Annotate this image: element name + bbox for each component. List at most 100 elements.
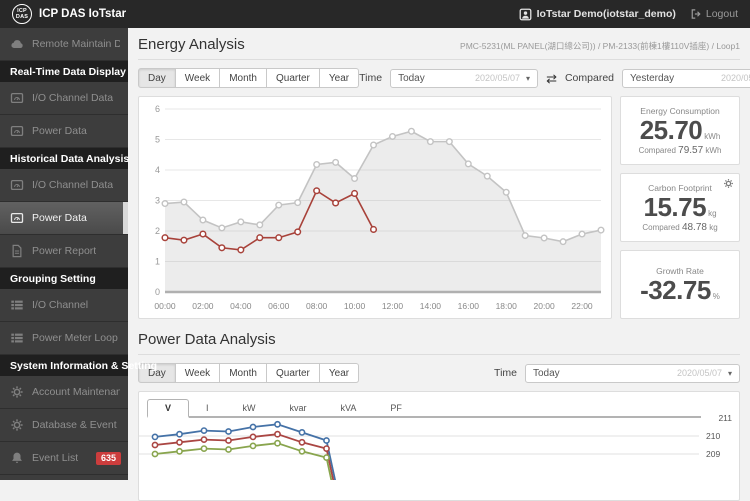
logo-text-top: ICP	[17, 7, 27, 14]
time-label: Time	[359, 72, 383, 84]
stat-compared: Compared 48.78 kg	[642, 222, 718, 233]
cloud-icon	[11, 40, 23, 49]
gear-icon	[11, 386, 23, 398]
swap-compare-icon[interactable]: ⇄	[546, 70, 557, 86]
energy-time-date: 2020/05/07	[475, 73, 521, 83]
growth-rate-value: -32.75	[640, 275, 711, 305]
app-title: ICP DAS IoTstar	[39, 8, 127, 20]
energy-range-tab-year[interactable]: Year	[319, 68, 360, 88]
energy-range-tab-month[interactable]: Month	[220, 68, 267, 88]
chevron-down-icon: ▾	[727, 368, 732, 378]
measure-tab-i[interactable]: I	[206, 403, 209, 413]
power-time-date: 2020/05/07	[676, 368, 722, 378]
energy-range-tab-quarter[interactable]: Quarter	[266, 68, 320, 88]
measure-tab-kva[interactable]: kVA	[340, 403, 357, 413]
report-icon	[12, 244, 22, 258]
svg-text:18:00: 18:00	[496, 301, 518, 311]
power-range-tab-quarter[interactable]: Quarter	[266, 363, 320, 383]
stat-title: Carbon Footprint	[648, 183, 712, 193]
stat-title: Energy Consumption	[640, 106, 720, 116]
power-time-select[interactable]: Today 2020/05/07 ▾	[525, 363, 740, 383]
sidebar-section-real-time-data-display: Real-Time Data Display	[0, 61, 128, 82]
sidebar-item-account-maintenance[interactable]: Account Maintenance	[0, 376, 128, 409]
sidebar-item-power-report[interactable]: Power Report	[0, 235, 128, 268]
svg-text:4: 4	[155, 165, 160, 175]
energy-range-tab-week[interactable]: Week	[175, 68, 221, 88]
sidebar-item-remote-maintain-devices[interactable]: Remote Maintain Devices	[0, 28, 128, 61]
breadcrumb: PMC-5231(ML PANEL(湖口總公司)) / PM-2133(前棟1樓…	[460, 41, 740, 51]
gear-icon[interactable]	[723, 178, 734, 189]
energy-time-select[interactable]: Today 2020/05/07 ▾	[390, 68, 539, 88]
energy-range-tab-day[interactable]: Day	[138, 68, 176, 88]
sidebar-section-grouping-setting: Grouping Setting	[0, 268, 128, 289]
user-account[interactable]: IoTstar Demo(iotstar_demo)	[519, 8, 676, 21]
energy-consumption-chart[interactable]: 0 1 2 3 4 5 6 00:00 02:00 04:00 06:00 08:00 10:00 12:…	[139, 97, 611, 318]
compared-label: Compared	[564, 72, 614, 84]
sidebar-item-power-meter-loop[interactable]: Power Meter Loop	[0, 322, 128, 355]
sidebar-item-i-o-channel-data[interactable]: I/O Channel Data	[0, 82, 128, 115]
measure-tab-v[interactable]: V	[147, 399, 190, 418]
sidebar-item-event-list[interactable]: Event List 635	[0, 442, 128, 475]
measure-tab-kw[interactable]: kW	[242, 403, 256, 413]
measure-tab-kvar[interactable]: kvar	[289, 403, 307, 413]
energy-consumption-value: 25.70	[639, 115, 703, 145]
svg-text:16:00: 16:00	[458, 301, 480, 311]
logo-text-bottom: DAS	[15, 14, 29, 20]
power-data-analysis-title: Power Data Analysis	[138, 331, 276, 348]
bell-icon	[12, 452, 22, 463]
meter-icon	[10, 125, 24, 137]
svg-text:20:00: 20:00	[533, 301, 555, 311]
svg-text:5: 5	[155, 135, 160, 145]
gear-icon	[11, 419, 23, 431]
svg-text:6: 6	[155, 104, 160, 114]
power-voltage-chart[interactable]: 210 209	[139, 418, 739, 480]
meter-icon	[10, 179, 24, 191]
user-icon	[519, 8, 532, 20]
measure-tab-pf[interactable]: PF	[390, 403, 402, 413]
energy-consumption-card: Energy Consumption 25.70 kWh Compared 79…	[620, 96, 740, 165]
time-label: Time	[494, 367, 517, 379]
power-range-tab-month[interactable]: Month	[220, 363, 267, 383]
logout-icon	[691, 9, 701, 19]
energy-analysis-title: Energy Analysis	[138, 36, 245, 53]
sidebar-item-power-data[interactable]: Power Data	[0, 202, 128, 235]
divider	[138, 354, 740, 355]
energy-time-value: Today	[398, 72, 425, 84]
power-range-tabs: Day Week Month Quarter Year	[138, 363, 360, 383]
icpdas-logo: ICP DAS	[12, 4, 32, 24]
power-range-tab-week[interactable]: Week	[175, 363, 221, 383]
power-range-tab-year[interactable]: Year	[319, 363, 360, 383]
svg-text:1: 1	[155, 257, 160, 267]
power-range-tab-day[interactable]: Day	[138, 363, 176, 383]
energy-chart-card: 0 1 2 3 4 5 6 00:00 02:00 04:00 06:00 08:00 10:00 12:…	[138, 96, 612, 319]
sidebar-item-power-data[interactable]: Power Data	[0, 115, 128, 148]
sidebar-item-i-o-channel-data[interactable]: I/O Channel Data	[0, 169, 128, 202]
carbon-footprint-card: Carbon Footprint 15.75 kg Compared 48.78…	[620, 173, 740, 242]
svg-text:14:00: 14:00	[420, 301, 442, 311]
svg-text:209: 209	[706, 449, 720, 459]
power-axis-tick-211: 211	[718, 413, 732, 423]
svg-text:2: 2	[155, 226, 160, 236]
logout-button[interactable]: Logout	[690, 8, 738, 20]
power-time-value: Today	[533, 367, 560, 379]
table-icon	[11, 333, 23, 343]
sidebar-item-i-o-channel[interactable]: I/O Channel	[0, 289, 128, 322]
svg-text:22:00: 22:00	[571, 301, 593, 311]
stat-compared: Compared 79.57 kWh	[638, 145, 722, 156]
svg-text:10:00: 10:00	[344, 301, 366, 311]
sidebar-item-database-event-setting[interactable]: Database & Event Setting	[0, 409, 128, 442]
meter-icon	[10, 92, 24, 104]
svg-text:08:00: 08:00	[306, 301, 328, 311]
energy-compared-select[interactable]: Yesterday 2020/05/06 ▾	[622, 68, 750, 88]
svg-text:0: 0	[155, 287, 160, 297]
stat-title: Growth Rate	[656, 266, 704, 276]
main-content: Energy Analysis PMC-5231(ML PANEL(湖口總公司)…	[128, 28, 750, 501]
carbon-footprint-value: 15.75	[643, 192, 707, 222]
svg-text:12:00: 12:00	[382, 301, 404, 311]
svg-text:3: 3	[155, 196, 160, 206]
svg-text:210: 210	[706, 431, 720, 441]
energy-compared-value: Yesterday	[630, 72, 675, 84]
divider	[138, 59, 740, 60]
